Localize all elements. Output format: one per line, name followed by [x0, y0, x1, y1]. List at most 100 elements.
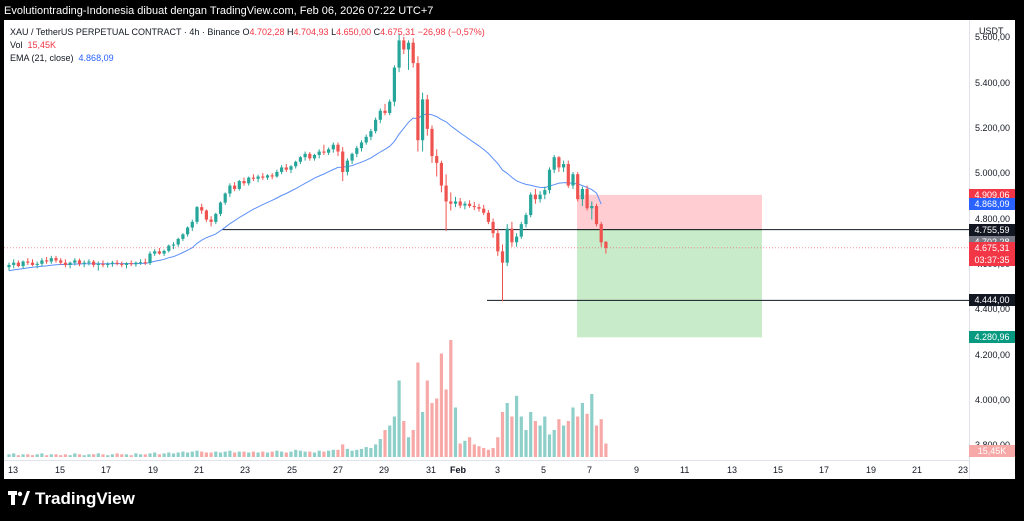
symbol-title[interactable]: XAU / TetherUS PERPETUAL CONTRACT · 4h ·… — [10, 27, 240, 37]
volume-bar — [270, 451, 274, 457]
y-tick-label: 5.600,00 — [975, 32, 1011, 43]
candle-body — [87, 261, 91, 263]
candle — [425, 94, 429, 136]
candle-body — [482, 208, 486, 213]
price-label: 4.444,00 — [969, 294, 1015, 307]
candle-body — [557, 157, 561, 168]
candle-body — [594, 205, 599, 225]
x-tick-label: 21 — [912, 465, 923, 475]
chart-panel[interactable]: XAU / TetherUS PERPETUAL CONTRACT · 4h ·… — [4, 20, 1015, 479]
candle — [477, 203, 481, 212]
candle — [143, 258, 147, 265]
volume-bar — [585, 413, 589, 457]
time-axis[interactable]: 13 15 17 19 21 23 25 27 29 31 Feb 3 5 7 9 11 13 15 17 19 21 2… — [4, 460, 969, 479]
volume-bar — [190, 451, 194, 457]
legend-ema-row[interactable]: EMA (21, close) 4.868,09 — [10, 53, 114, 63]
candle-body — [101, 263, 105, 265]
volume-bar — [40, 453, 44, 457]
candle — [599, 221, 603, 247]
volume-bar — [153, 452, 157, 457]
candle — [463, 201, 467, 210]
x-tick-label: 5 — [541, 465, 547, 475]
volume-bar — [280, 451, 284, 457]
drawn-lines — [4, 229, 969, 301]
candle-body — [26, 261, 30, 263]
y-tick-label: 5.200,00 — [975, 122, 1011, 133]
candle — [590, 201, 594, 220]
volume-bar — [458, 443, 462, 457]
volume-bar — [35, 454, 39, 457]
candle-body — [40, 260, 44, 264]
candle — [515, 233, 519, 247]
candle — [30, 259, 35, 267]
volume-bar — [322, 451, 326, 457]
volume-bar — [49, 454, 53, 457]
candle — [327, 147, 331, 155]
candle — [552, 154, 556, 174]
candle-body — [364, 136, 368, 143]
x-tick-label: 11 — [680, 465, 690, 475]
volume-bar — [303, 451, 307, 457]
volume-bar — [402, 421, 406, 457]
y-tick-label: 4.000,00 — [975, 395, 1011, 406]
candle-body — [374, 119, 378, 132]
volume-bar — [120, 454, 124, 457]
candle-body — [312, 154, 317, 159]
price-plot[interactable] — [4, 20, 969, 460]
candle-body — [411, 42, 415, 64]
volume-bar — [63, 454, 67, 457]
candle — [383, 103, 387, 116]
candle-body — [115, 262, 119, 264]
volume-bar — [214, 451, 218, 457]
candle-body — [491, 221, 495, 234]
volume-bar — [77, 454, 82, 457]
candle — [54, 255, 58, 263]
legend-symbol-row: XAU / TetherUS PERPETUAL CONTRACT · 4h ·… — [10, 26, 485, 39]
volume-bar — [30, 455, 35, 457]
volume-bar — [87, 454, 91, 457]
candle — [529, 192, 533, 218]
volume-bar — [124, 454, 129, 457]
candle-body — [280, 167, 284, 172]
candle — [378, 108, 382, 124]
volume-bar — [115, 453, 119, 457]
candle — [369, 128, 373, 141]
candle-body — [477, 207, 481, 209]
candle-body — [562, 164, 566, 168]
candle-body — [449, 201, 453, 204]
volume-bar — [289, 451, 293, 457]
volume-bar — [336, 449, 340, 457]
brand-name: TradingView — [35, 489, 135, 508]
legend-volume-row[interactable]: Vol 15,45K — [10, 40, 57, 50]
candle — [106, 262, 110, 268]
x-tick-label: 31 — [426, 465, 437, 475]
x-tick-label: 13 — [727, 465, 738, 475]
candle — [21, 260, 25, 269]
candle-body — [171, 244, 176, 246]
candle — [45, 257, 49, 264]
volume-bar — [200, 451, 204, 457]
candle — [308, 152, 312, 161]
volume-bar — [251, 451, 255, 457]
candle-body — [30, 262, 35, 265]
candle-body — [322, 151, 326, 153]
candle — [543, 186, 547, 200]
volume-bar — [369, 448, 373, 457]
candle — [186, 226, 190, 237]
x-tick-label: Feb — [450, 465, 467, 475]
candle-body — [378, 110, 382, 120]
candle — [576, 171, 580, 202]
candle-body — [77, 260, 82, 264]
volume-bar — [157, 454, 161, 457]
volume-bar — [444, 389, 448, 457]
volume-bar — [505, 403, 509, 457]
candle — [505, 224, 509, 267]
candle-body — [345, 160, 349, 172]
volume-bar — [580, 403, 584, 457]
tradingview-logo[interactable]: TradingView — [8, 489, 135, 508]
candle-body — [468, 203, 472, 206]
candle-body — [176, 238, 180, 245]
volume-bar — [341, 444, 345, 457]
candle-body — [153, 251, 157, 254]
